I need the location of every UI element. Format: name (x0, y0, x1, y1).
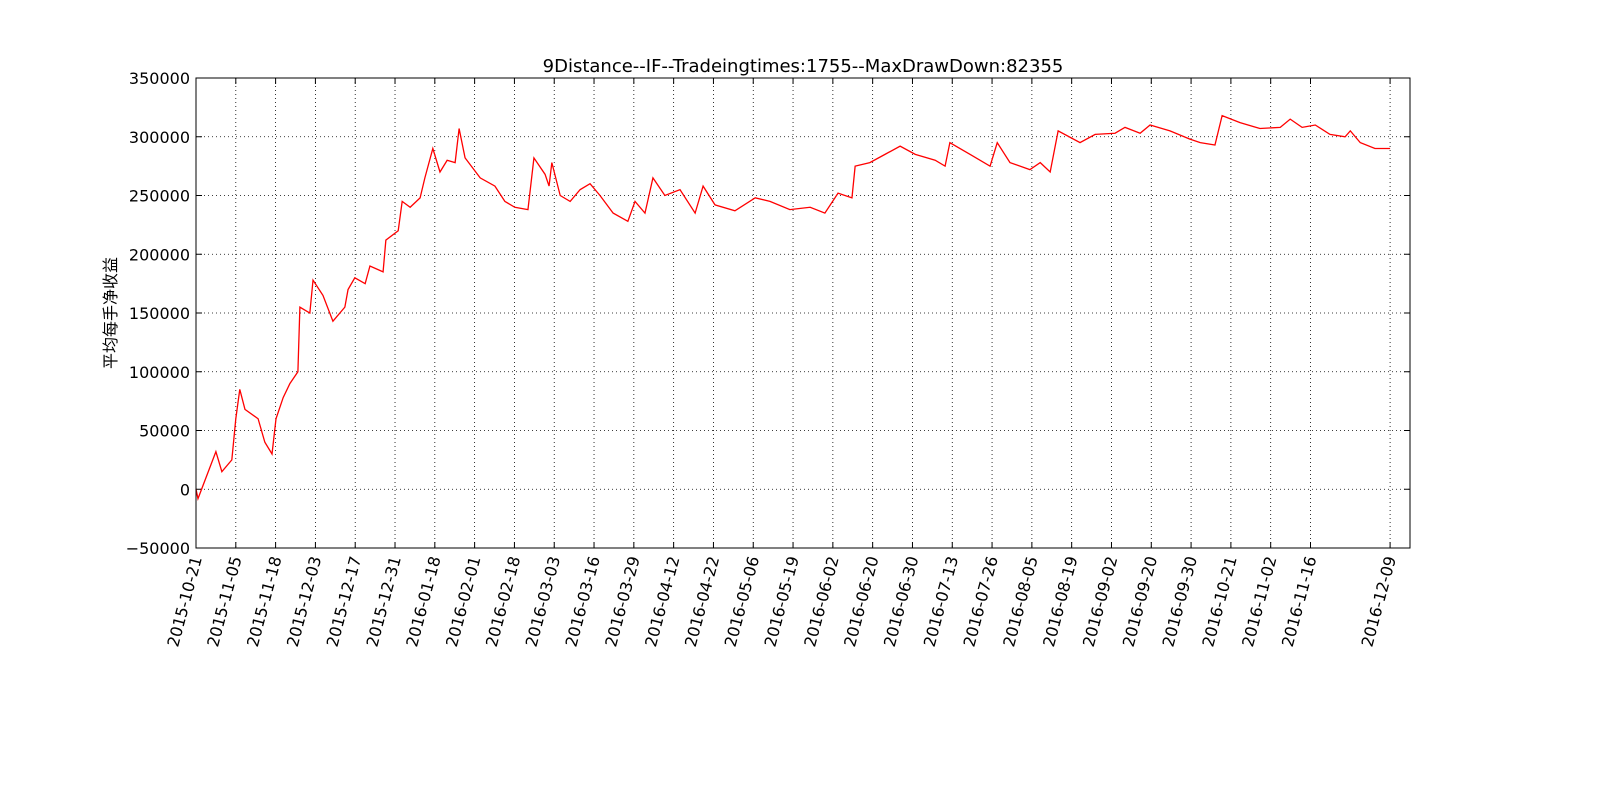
x-tick-label: 2015-12-31 (362, 554, 404, 649)
x-tick-label: 2016-06-30 (880, 554, 922, 649)
x-tick-label: 2016-07-26 (960, 554, 1002, 649)
x-tick-label: 2016-11-16 (1278, 554, 1320, 649)
x-tick-label: 2016-06-02 (800, 554, 842, 649)
y-tick-label: 200000 (129, 245, 190, 264)
x-tick-label: 2016-03-29 (601, 554, 643, 649)
x-tick-label: 2015-12-17 (323, 554, 365, 649)
x-tick-label: 2016-08-19 (1039, 554, 1081, 649)
x-tick-label: 2016-03-16 (561, 554, 603, 649)
y-tick-label: 250000 (129, 187, 190, 206)
data-line (195, 114, 1391, 501)
x-tick-label: 2016-09-30 (1159, 554, 1201, 649)
x-tick-label: 2016-02-18 (482, 554, 524, 649)
y-tick-label: 0 (180, 480, 190, 499)
x-tick-label: 2016-05-06 (721, 554, 763, 649)
x-tick-label: 2015-11-18 (243, 554, 285, 649)
plot-frame (195, 77, 1411, 549)
x-tick-label: 2016-02-01 (442, 554, 484, 649)
chart-title: 9Distance--IF--Tradeingtimes:1755--MaxDr… (543, 56, 1064, 77)
y-tick-label: −50000 (126, 539, 190, 558)
x-tick-label: 2015-12-03 (283, 554, 325, 649)
y-tick-label: 100000 (129, 363, 190, 382)
x-tick-label: 2016-12-09 (1358, 554, 1400, 649)
x-tick-label: 2016-03-03 (522, 554, 564, 649)
x-tick-label: 2016-04-12 (641, 554, 683, 649)
x-tick-label: 2016-06-20 (840, 554, 882, 649)
x-tick-label: 2016-09-20 (1119, 554, 1161, 649)
y-tick-label: 300000 (129, 128, 190, 147)
x-tick-label: 2016-07-13 (920, 554, 962, 649)
x-tick-label: 2016-08-05 (999, 554, 1041, 649)
y-tick-label: 350000 (129, 69, 190, 88)
x-tick-label: 2016-05-19 (760, 554, 802, 649)
x-tick-label: 2016-11-02 (1238, 554, 1280, 649)
x-tick-label: 2016-04-22 (681, 554, 723, 649)
y-tick-label: 150000 (129, 304, 190, 323)
x-tick-label: 2016-10-21 (1198, 554, 1240, 649)
x-tick-label: 2015-10-21 (163, 554, 205, 649)
x-tick-label: 2016-09-02 (1079, 554, 1121, 649)
x-tick-label: 2016-01-18 (402, 554, 444, 649)
y-tick-label: 50000 (139, 422, 190, 441)
x-tick-label: 2015-11-05 (203, 554, 245, 649)
y-axis-label: 平均每手净收益 (101, 257, 120, 369)
